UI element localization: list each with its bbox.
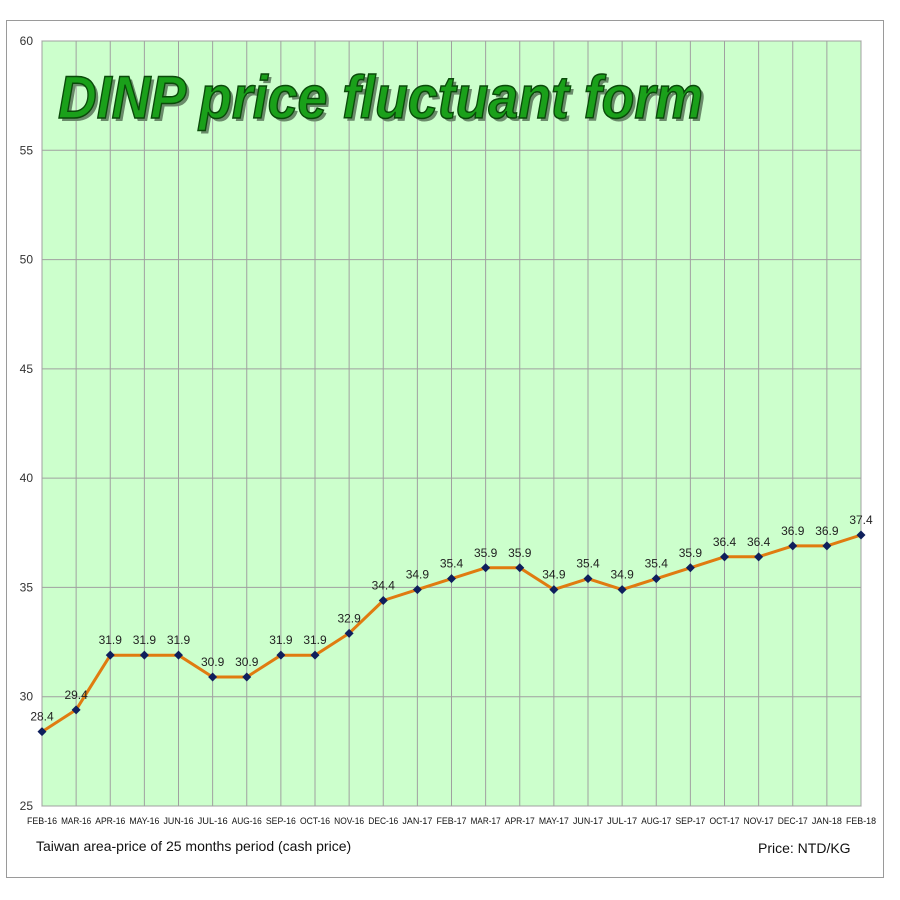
title-layer: DINP price fluctuant form DINP price flu… [57, 63, 706, 134]
data-label: 30.9 [201, 655, 225, 669]
data-label: 36.4 [713, 535, 737, 549]
data-point [344, 628, 354, 638]
data-point [788, 541, 798, 551]
data-point [856, 530, 866, 540]
x-tick-label: AUG-17 [641, 816, 671, 826]
data-label: 30.9 [235, 655, 259, 669]
data-label: 31.9 [133, 633, 157, 647]
y-tick-label: 60 [20, 34, 34, 48]
data-point [105, 650, 115, 660]
data-point [242, 672, 252, 682]
x-tick-label: FEB-18 [846, 816, 876, 826]
data-label: 31.9 [99, 633, 123, 647]
data-label: 36.9 [815, 524, 839, 538]
x-tick-label: SEP-17 [675, 816, 705, 826]
x-tick-label: MAR-17 [471, 816, 501, 826]
data-label: 36.4 [747, 535, 771, 549]
data-point [412, 585, 422, 595]
data-label: 35.9 [679, 546, 703, 560]
x-tick-label: DEC-16 [368, 816, 398, 826]
data-label: 36.9 [781, 524, 805, 538]
x-tick-label: FEB-17 [437, 816, 467, 826]
data-point [754, 552, 764, 562]
x-tick-label: DEC-17 [778, 816, 808, 826]
x-tick-label: FEB-16 [27, 816, 57, 826]
x-tick-label: JAN-18 [812, 816, 842, 826]
data-point [378, 596, 388, 606]
x-tick-label: OCT-16 [300, 816, 330, 826]
x-tick-label: MAY-17 [539, 816, 569, 826]
x-tick-label: MAR-16 [61, 816, 91, 826]
data-label: 29.4 [64, 688, 88, 702]
x-tick-label: JUL-17 [607, 816, 637, 826]
data-point [208, 672, 218, 682]
data-point [481, 563, 491, 573]
y-axis-ticks: 25 30 35 40 45 50 55 60 [20, 34, 34, 813]
x-axis-ticks: FEB-16 MAR-16 APR-16 MAY-16 JUN-16 JUL-16 AUG-… [27, 816, 876, 826]
x-tick-label: APR-17 [505, 816, 535, 826]
data-label: 28.4 [30, 710, 54, 724]
data-point [651, 574, 661, 584]
y-tick-label: 25 [20, 799, 34, 813]
y-tick-label: 50 [20, 253, 34, 267]
data-point [37, 727, 47, 737]
data-label: 35.4 [440, 557, 464, 571]
y-tick-label: 30 [20, 690, 34, 704]
data-point [617, 585, 627, 595]
data-point [822, 541, 832, 551]
data-label: 34.9 [406, 568, 430, 582]
x-tick-label: APR-16 [95, 816, 125, 826]
data-point [139, 650, 149, 660]
x-tick-label: NOV-16 [334, 816, 364, 826]
data-label: 31.9 [167, 633, 191, 647]
data-label: 35.4 [576, 557, 600, 571]
data-label: 34.9 [610, 568, 634, 582]
series-price [37, 530, 866, 737]
chart-title-shadow: DINP price fluctuant form [61, 67, 706, 134]
gridlines [41, 40, 862, 807]
data-label: 35.4 [645, 557, 669, 571]
footnote-period: Taiwan area-price of 25 months period (c… [36, 838, 352, 854]
data-label: 32.9 [337, 611, 361, 625]
x-tick-label: NOV-17 [744, 816, 774, 826]
footnote-unit: Price: NTD/KG [758, 840, 851, 856]
data-label: 35.9 [474, 546, 498, 560]
data-point [310, 650, 320, 660]
data-label: 35.9 [508, 546, 532, 560]
data-point [276, 650, 286, 660]
data-label: 31.9 [269, 633, 293, 647]
data-point [71, 705, 81, 715]
data-labels: 28.4 29.4 31.9 31.9 31.9 30.9 30.9 31.9 31.9 32.9… [30, 513, 873, 724]
x-tick-label: JUL-16 [198, 816, 228, 826]
y-tick-label: 35 [20, 580, 34, 594]
data-point [685, 563, 695, 573]
x-tick-label: AUG-16 [232, 816, 262, 826]
data-point [583, 574, 593, 584]
x-tick-label: JUN-17 [573, 816, 603, 826]
x-tick-label: JAN-17 [402, 816, 432, 826]
y-tick-label: 55 [20, 143, 34, 157]
data-point [549, 585, 559, 595]
data-label: 37.4 [849, 513, 873, 527]
data-point [515, 563, 525, 573]
chart-title: DINP price fluctuant form [58, 64, 703, 131]
y-tick-label: 45 [20, 362, 34, 376]
x-tick-label: SEP-16 [266, 816, 296, 826]
x-tick-label: OCT-17 [710, 816, 740, 826]
y-tick-label: 40 [20, 471, 34, 485]
data-point [174, 650, 183, 660]
data-point [720, 552, 729, 562]
data-label: 34.9 [542, 568, 566, 582]
data-label: 34.4 [372, 579, 396, 593]
x-tick-label: MAY-16 [129, 816, 159, 826]
data-point [447, 574, 456, 584]
data-label: 31.9 [303, 633, 327, 647]
x-tick-label: JUN-16 [164, 816, 194, 826]
